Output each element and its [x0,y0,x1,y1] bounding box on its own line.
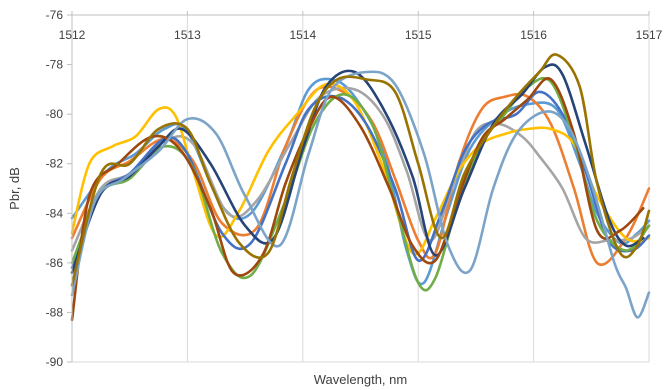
y-tick-labels: -76 -78 -80 -82 -84 -86 -88 -90 [46,8,64,369]
y-tick-label: -90 [46,355,64,369]
x-axis-title: Wavelength, nm [314,372,407,387]
axes [67,11,650,363]
series-line-9 [70,70,651,319]
y-tick-label: -80 [46,107,64,121]
series-line-4 [70,82,651,256]
x-tick-label: 1513 [174,28,201,42]
x-tick-label: 1517 [636,28,663,42]
x-tick-label: 1515 [405,28,432,42]
x-tick-label: 1512 [59,28,86,42]
y-tick-label: -84 [46,206,64,220]
x-tick-label: 1514 [289,28,316,42]
series-line-10 [70,53,651,287]
x-tick-label: 1516 [520,28,547,42]
x-tick-labels: 1512 1513 1514 1515 1516 1517 [59,28,663,42]
y-tick-label: -86 [46,256,64,270]
series-lines [70,53,651,322]
y-tick-label: -78 [46,58,64,72]
y-tick-label: -82 [46,157,64,171]
y-tick-label: -88 [46,305,64,319]
y-axis-title: Pbr, dB [7,167,22,210]
y-tick-label: -76 [46,8,64,22]
series-line-8 [70,77,645,322]
